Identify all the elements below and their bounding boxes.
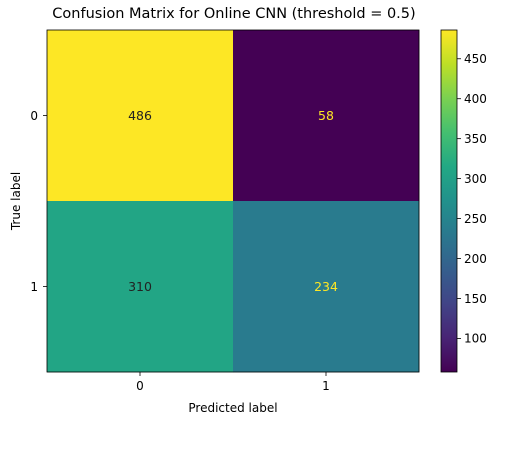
cell-value-label: 486 bbox=[128, 108, 152, 123]
cell-value-label: 310 bbox=[128, 279, 152, 294]
colorbar-tick-label: 250 bbox=[464, 212, 487, 226]
colorbar-tick-label: 450 bbox=[464, 52, 487, 66]
colorbar-tick-label: 400 bbox=[464, 92, 487, 106]
y-tick-label: 1 bbox=[30, 280, 38, 294]
heatmap-cells: 486 58 310 234 bbox=[47, 30, 419, 372]
y-axis-ticks: 01 bbox=[30, 109, 47, 294]
x-axis-label: Predicted label bbox=[188, 401, 277, 415]
colorbar-gradient bbox=[441, 30, 457, 372]
cell-value-label: 58 bbox=[318, 108, 334, 123]
colorbar-tick-label: 100 bbox=[464, 332, 487, 346]
y-tick-label: 0 bbox=[30, 109, 38, 123]
y-axis-label: True label bbox=[9, 172, 23, 231]
colorbar-tick-label: 200 bbox=[464, 252, 487, 266]
colorbar: 100 150 200 250 300 350 400 450 bbox=[441, 30, 487, 372]
colorbar-tick-label: 150 bbox=[464, 292, 487, 306]
colorbar-tick-label: 350 bbox=[464, 132, 487, 146]
x-tick-label: 1 bbox=[322, 379, 330, 393]
colorbar-tick-label: 300 bbox=[464, 172, 487, 186]
chart-title: Confusion Matrix for Online CNN (thresho… bbox=[52, 6, 415, 22]
x-tick-label: 0 bbox=[136, 379, 144, 393]
colorbar-ticks: 100 150 200 250 300 350 400 450 bbox=[457, 52, 487, 346]
cell-value-label: 234 bbox=[314, 279, 338, 294]
